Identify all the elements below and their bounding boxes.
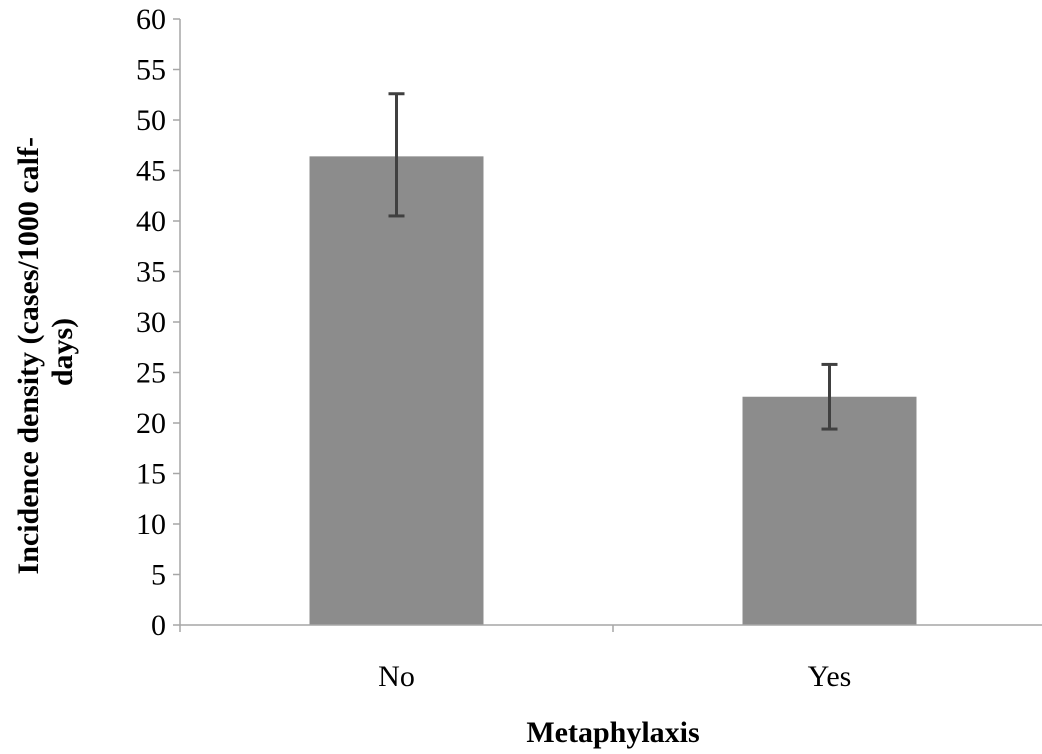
y-axis-title: Incidence density (cases/1000 calf- days…	[12, 130, 79, 575]
error-bars	[388, 92, 838, 431]
bar-yes	[742, 396, 917, 625]
y-axis-ticks: 0 5 10 15 20 25 30 35 40 45 50 55 60	[136, 3, 180, 642]
y-tick-label: 10	[136, 508, 166, 541]
x-tick-label: No	[378, 660, 415, 693]
x-axis-ticks: No Yes	[179, 625, 852, 693]
y-tick-label: 0	[151, 609, 166, 642]
y-tick-label: 50	[136, 104, 166, 137]
bars	[309, 156, 917, 626]
y-axis-title-line-1: Incidence density (cases/1000 calf-	[12, 137, 45, 574]
y-tick-label: 45	[136, 155, 166, 188]
x-tick-label: Yes	[808, 660, 852, 693]
y-tick-label: 60	[136, 3, 166, 36]
bar-no	[309, 156, 484, 626]
y-tick-label: 30	[136, 306, 166, 339]
y-tick-label: 55	[136, 54, 166, 87]
y-tick-label: 25	[136, 357, 166, 390]
y-tick-label: 5	[151, 559, 166, 592]
y-tick-label: 35	[136, 256, 166, 289]
y-tick-label: 20	[136, 407, 166, 440]
y-tick-label: 15	[136, 458, 166, 491]
x-axis-title: Metaphylaxis	[526, 716, 699, 749]
y-axis-title-line-2: days)	[46, 318, 79, 386]
y-tick-label: 40	[136, 205, 166, 238]
